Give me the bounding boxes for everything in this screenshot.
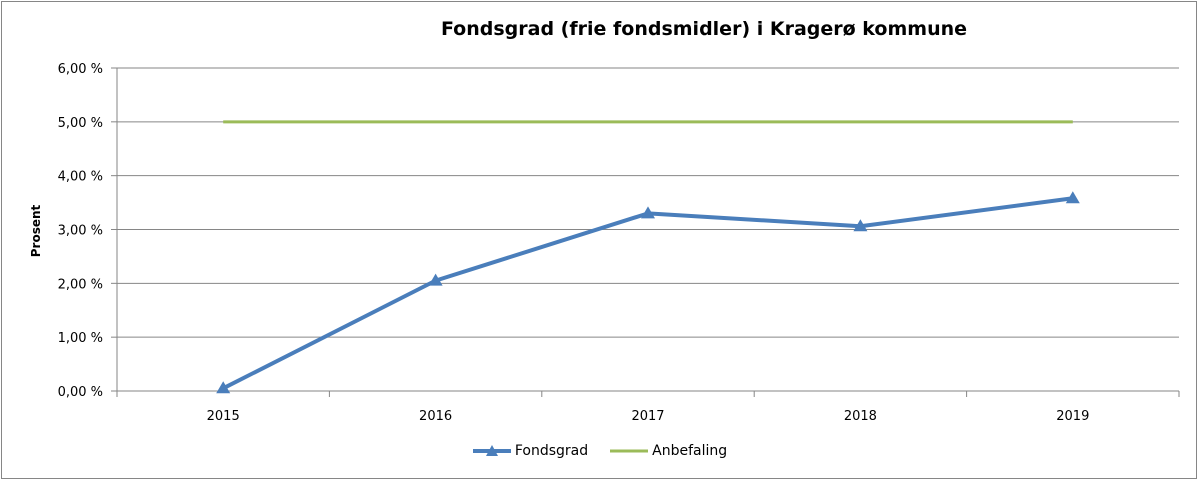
data-point-fondsgrad — [641, 206, 655, 219]
legend-label-anbefaling: Anbefaling — [652, 443, 728, 459]
x-tick-label: 2018 — [844, 409, 877, 424]
legend-swatch-fondsgrad — [472, 445, 511, 456]
x-tick-label: 2017 — [631, 409, 664, 424]
y-tick-label: 4,00 % — [58, 170, 103, 185]
grid-layer — [117, 67, 1179, 338]
data-point-fondsgrad — [1065, 191, 1080, 204]
x-tick-label: 2015 — [207, 409, 240, 424]
y-tick-label: 0,00 % — [58, 385, 103, 400]
y-tick-label: 5,00 % — [58, 116, 103, 131]
data-point-fondsgrad — [428, 273, 443, 286]
series-layer — [216, 120, 1080, 394]
x-tick-label: 2016 — [419, 409, 452, 424]
data-point-fondsgrad — [853, 219, 868, 232]
y-tick-label: 1,00 % — [58, 331, 103, 346]
legend-item-anbefaling: Anbefaling — [610, 443, 727, 459]
y-tick-label: 2,00 % — [58, 277, 103, 292]
legend-item-fondsgrad: Fondsgrad — [472, 443, 589, 459]
chart-title: Fondsgrad (frie fondsmidler) i Kragerø k… — [440, 18, 968, 40]
data-point-fondsgrad — [216, 381, 231, 394]
legend: Fondsgrad Anbefaling — [0, 443, 1200, 459]
y-tick-label: 3,00 % — [58, 224, 103, 239]
y-tick-label: 6,00 % — [58, 62, 103, 77]
legend-label-fondsgrad: Fondsgrad — [514, 443, 589, 459]
axis-layer: 0,00 % 1,00 % 2,00 % 3,00 % 4,00 % 5,00 % 6,00… — [58, 62, 1180, 424]
series-line-fondsgrad — [222, 196, 1074, 391]
x-tick-label: 2019 — [1056, 409, 1089, 424]
legend-swatch-anbefaling — [610, 449, 649, 453]
